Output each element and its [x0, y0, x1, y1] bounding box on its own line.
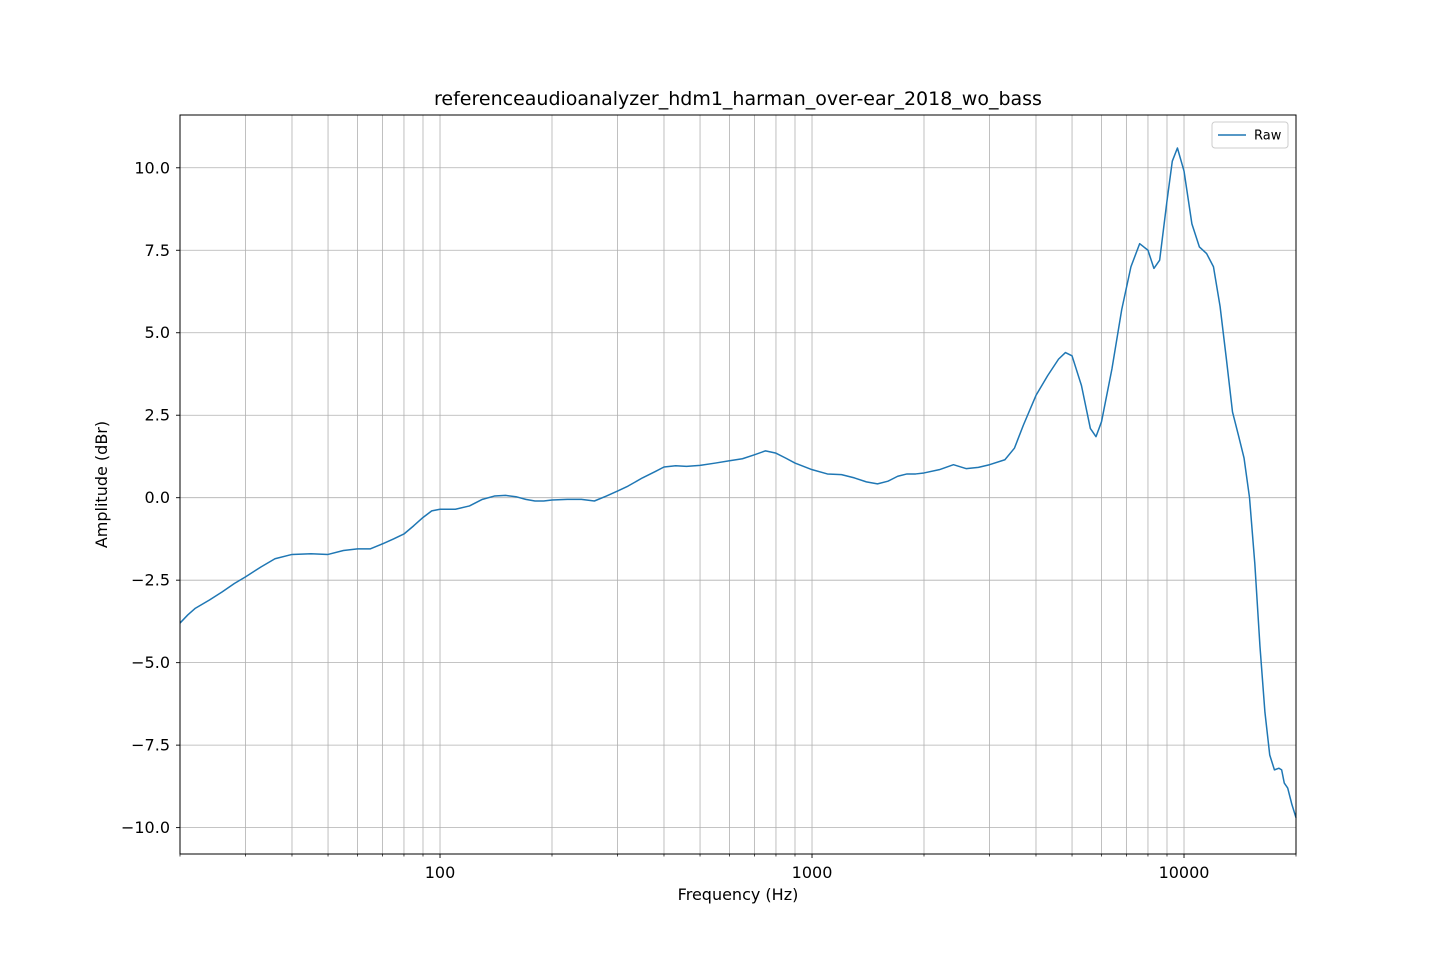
legend: Raw: [1211, 121, 1289, 149]
y-axis: 10.0 7.5 5.0 2.5 0.0 −2.5 −5.0 −7.5 −10.0: [121, 158, 180, 837]
legend-frame: [1211, 121, 1289, 149]
y-tick-label: −5.0: [131, 653, 170, 672]
legend-label: Raw: [1254, 129, 1282, 144]
grid-lines: [179, 115, 1297, 854]
x-tick-label: 1000: [792, 863, 833, 882]
chart-title: referenceaudioanalyzer_hdm1_harman_over-…: [434, 88, 1042, 110]
x-tick-label: 10000: [1159, 863, 1210, 882]
x-axis-label: Frequency (Hz): [678, 885, 799, 904]
y-tick-label: 7.5: [145, 241, 170, 260]
x-tick-label: 100: [425, 863, 456, 882]
y-axis-label: Amplitude (dBr): [92, 421, 111, 548]
x-axis: 100 1000 10000: [179, 854, 1297, 882]
y-tick-label: 10.0: [134, 158, 170, 177]
series-line-raw: [179, 147, 1297, 818]
y-tick-label: 0.0: [145, 488, 170, 507]
plot-frame: [179, 114, 1297, 855]
y-tick-label: 5.0: [145, 323, 170, 342]
y-tick-label: −7.5: [131, 736, 170, 755]
series-layer: [179, 147, 1297, 818]
y-tick-label: −10.0: [121, 818, 170, 837]
y-tick-label: −2.5: [131, 571, 170, 590]
y-tick-label: 2.5: [145, 406, 170, 425]
